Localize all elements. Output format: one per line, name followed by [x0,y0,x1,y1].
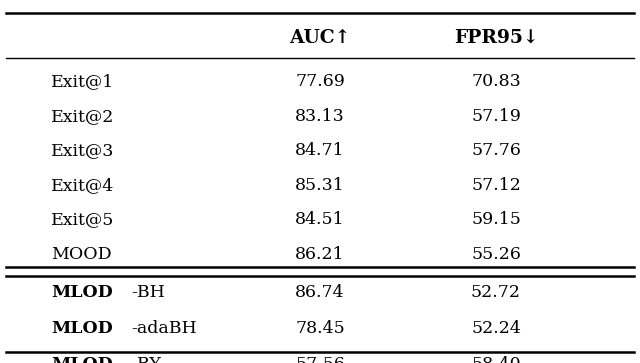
Text: 52.24: 52.24 [471,320,521,337]
Text: 86.21: 86.21 [295,246,345,262]
Text: 77.69: 77.69 [295,73,345,90]
Text: 70.83: 70.83 [471,73,521,90]
Text: 78.45: 78.45 [295,320,345,337]
Text: 85.31: 85.31 [295,177,345,193]
Text: 52.72: 52.72 [471,284,521,301]
Text: -BY: -BY [131,356,161,363]
Text: -BH: -BH [131,284,164,301]
Text: MLOD: MLOD [51,320,113,337]
Text: Exit@4: Exit@4 [51,177,115,193]
Text: 55.26: 55.26 [471,246,521,262]
Text: Exit@3: Exit@3 [51,142,115,159]
Text: 84.51: 84.51 [295,211,345,228]
Text: 59.15: 59.15 [471,211,521,228]
Text: 57.19: 57.19 [471,108,521,125]
Text: Exit@1: Exit@1 [51,73,115,90]
Text: 57.56: 57.56 [295,356,345,363]
Text: 57.12: 57.12 [471,177,521,193]
Text: MLOD: MLOD [51,284,113,301]
Text: FPR95↓: FPR95↓ [454,29,538,47]
Text: MLOD: MLOD [51,356,113,363]
Text: Exit@2: Exit@2 [51,108,115,125]
Text: 58.40: 58.40 [471,356,521,363]
Text: 57.76: 57.76 [471,142,521,159]
Text: 83.13: 83.13 [295,108,345,125]
Text: -adaBH: -adaBH [131,320,196,337]
Text: 86.74: 86.74 [295,284,345,301]
Text: MOOD: MOOD [51,246,112,262]
Text: AUC↑: AUC↑ [289,29,351,47]
Text: Exit@5: Exit@5 [51,211,115,228]
Text: 84.71: 84.71 [295,142,345,159]
